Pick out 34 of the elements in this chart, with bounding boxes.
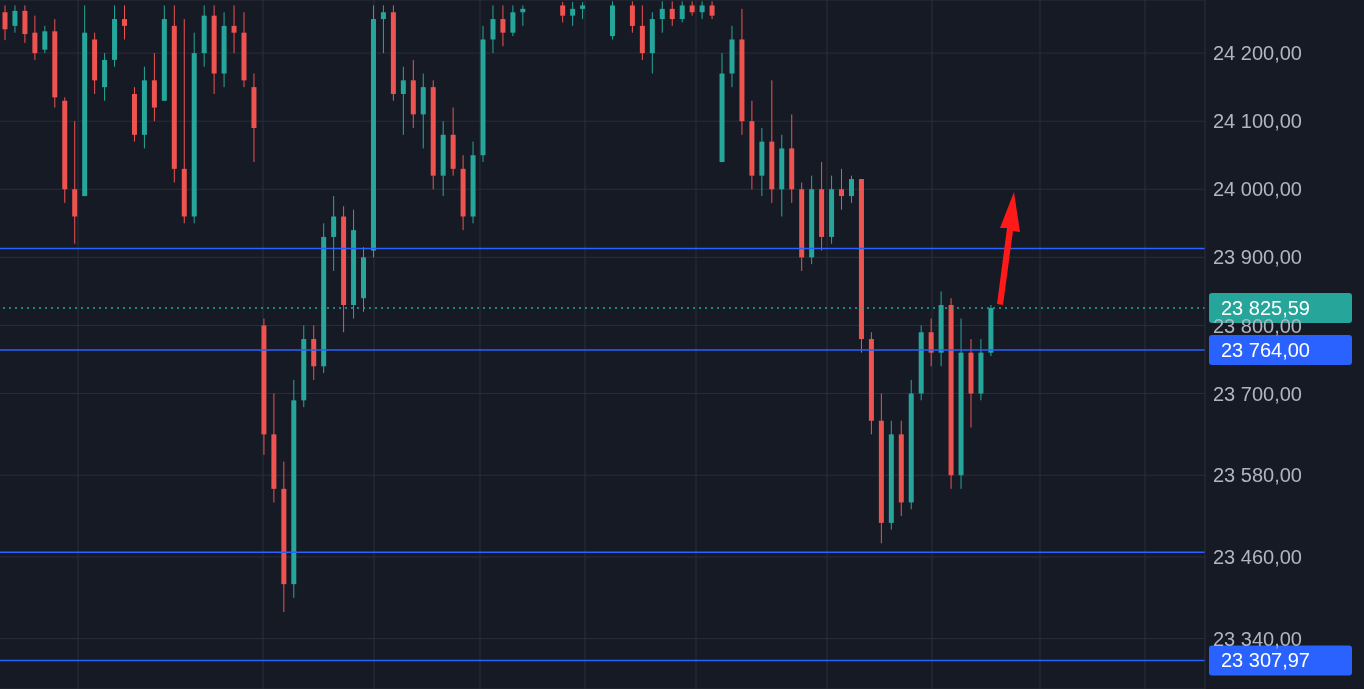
candlestick: [122, 4, 127, 40]
candlestick: [689, 0, 695, 17]
candlestick: [42, 25, 48, 54]
y-tick-label: 23 700,00: [1213, 382, 1302, 405]
candlestick: [510, 4, 516, 37]
candlestick: [699, 0, 705, 20]
candlestick: [231, 4, 237, 54]
candlestick: [669, 0, 675, 27]
candlestick: [659, 0, 665, 34]
candlestick: [629, 0, 635, 34]
y-tick-label: 24 000,00: [1213, 178, 1302, 201]
candlestick: [400, 66, 406, 136]
candlestick: [848, 175, 854, 204]
candlestick: [331, 195, 337, 272]
candlestick: [380, 4, 386, 54]
y-tick-label: 23 340,00: [1213, 627, 1302, 650]
ref-line-label: 23 764,00: [1221, 338, 1310, 361]
candlestick: [500, 4, 506, 47]
ref-line-label: 23 307,97: [1221, 649, 1310, 672]
candlestick: [560, 1, 566, 23]
y-tick-label: 24 200,00: [1213, 42, 1302, 65]
candlestick: [490, 4, 496, 54]
candlestick: [12, 4, 18, 34]
candlestick: [22, 4, 28, 44]
candlestick: [839, 168, 845, 211]
y-tick-label: 24 100,00: [1213, 110, 1302, 133]
candlestick: [2, 4, 8, 41]
candlestick: [928, 318, 934, 367]
candlestick: [679, 0, 685, 23]
y-tick-label: 23 580,00: [1213, 464, 1302, 487]
candlestick: [32, 15, 38, 61]
y-tick-label: 23 460,00: [1213, 546, 1302, 569]
candlestick: [570, 1, 576, 27]
y-tick-label: 23 900,00: [1213, 246, 1302, 269]
